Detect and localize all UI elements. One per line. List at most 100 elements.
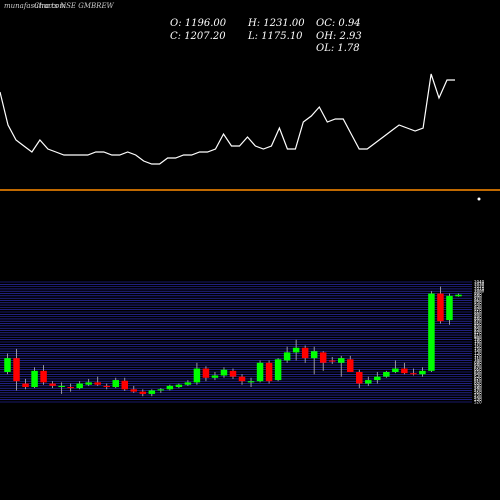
candle	[31, 367, 38, 389]
high-value: H: 1231.00	[248, 18, 305, 29]
candle-body-down	[22, 383, 29, 387]
candle	[202, 366, 210, 382]
candle-body-down	[328, 360, 336, 362]
candle-body-up	[292, 347, 300, 353]
price-tick-label: 780	[474, 339, 482, 344]
candle-body-up	[211, 375, 219, 378]
candle-body-up	[4, 358, 11, 372]
price-tick-label: 1000	[474, 289, 485, 294]
price-tick-label: 900	[474, 312, 482, 317]
price-tick-label: 740	[474, 349, 482, 354]
candle	[229, 368, 237, 379]
candle-body-up	[310, 351, 318, 359]
candle	[103, 383, 110, 390]
candle-body-up	[148, 390, 156, 394]
candle-body-down	[319, 352, 327, 363]
price-tick-label: 860	[474, 321, 482, 326]
candle	[428, 291, 435, 372]
candle-body-down	[139, 391, 147, 394]
candle	[319, 351, 327, 371]
candle-body-down	[401, 368, 408, 374]
price-tick-label: 730	[474, 351, 482, 356]
candle	[67, 383, 74, 392]
open-value: O: 1196.00	[170, 18, 227, 29]
candle-body-up	[175, 384, 183, 387]
candle-body-up	[112, 380, 119, 387]
candle	[337, 355, 345, 377]
price-tick-label: 940	[474, 302, 482, 307]
candle	[310, 346, 318, 375]
candle	[455, 293, 462, 297]
price-tick-label: 720	[474, 353, 482, 358]
candle	[256, 360, 264, 383]
price-tick-label: 840	[474, 326, 482, 331]
candle-body-up	[166, 385, 174, 390]
price-tick-label: 650	[474, 369, 482, 374]
candle	[220, 367, 228, 378]
candle	[419, 367, 426, 377]
watermark: munafasutra.com	[4, 2, 67, 10]
divider-marker	[477, 197, 481, 201]
candle-body-up	[85, 382, 92, 385]
price-tick-label: 770	[474, 342, 482, 347]
source-label: Charts NSE GMBREW	[34, 2, 114, 10]
price-tick-label: 700	[474, 358, 482, 363]
candle-body-up	[446, 295, 453, 321]
candle-body-up	[283, 352, 291, 361]
candle	[13, 348, 20, 391]
candle	[392, 360, 399, 374]
price-tick-label: 760	[474, 344, 482, 349]
candle	[365, 376, 372, 386]
candle-body-down	[121, 380, 129, 390]
candle	[446, 293, 453, 325]
price-tick-label: 670	[474, 365, 482, 370]
candle-body-down	[229, 370, 237, 377]
candle	[292, 339, 300, 361]
candle	[301, 345, 309, 363]
price-grid	[0, 281, 472, 403]
candle	[76, 381, 83, 390]
low-value: L: 1175.10	[248, 31, 303, 42]
candle-body-up	[337, 358, 345, 363]
price-tick-label: 600	[474, 381, 482, 386]
candle	[139, 389, 147, 397]
candle	[347, 355, 354, 372]
price-tick-label: 790	[474, 337, 482, 342]
candle	[437, 286, 444, 324]
candle-body-up	[76, 383, 83, 389]
price-tick-label: 610	[474, 379, 482, 384]
candle	[193, 362, 201, 385]
oc-value: OC: 0.94	[316, 18, 361, 29]
candle	[148, 389, 156, 397]
candle-body-up	[157, 389, 165, 391]
candle	[184, 380, 192, 386]
price-tick-label: 530	[474, 397, 482, 402]
candle-body-down	[49, 383, 56, 386]
candle-body-up	[220, 369, 228, 376]
price-tick-label: 830	[474, 328, 482, 333]
price-tick-label: 950	[474, 300, 482, 305]
candle-body-up	[455, 294, 462, 297]
candle	[85, 378, 92, 386]
price-tick-label: 750	[474, 346, 482, 351]
ol-value: OL: 1.78	[316, 43, 360, 54]
price-tick-label: 540	[474, 395, 482, 400]
candle	[374, 372, 381, 384]
candle-body-down	[103, 385, 110, 387]
price-tick-label: 680	[474, 362, 482, 367]
candle	[157, 388, 165, 393]
candle-body-down	[265, 362, 273, 382]
candle	[130, 385, 138, 393]
candle-body-up	[184, 382, 192, 385]
candle-body-up	[419, 370, 426, 375]
price-tick-label: 550	[474, 392, 482, 397]
candle-body-down	[437, 293, 444, 322]
price-tick-label: 570	[474, 388, 482, 393]
candle-body-down	[130, 389, 138, 392]
price-tick-label: 910	[474, 309, 482, 314]
price-tick-label: 640	[474, 372, 482, 377]
candle	[410, 368, 417, 376]
candle	[265, 360, 273, 384]
candle-body-down	[94, 382, 101, 385]
